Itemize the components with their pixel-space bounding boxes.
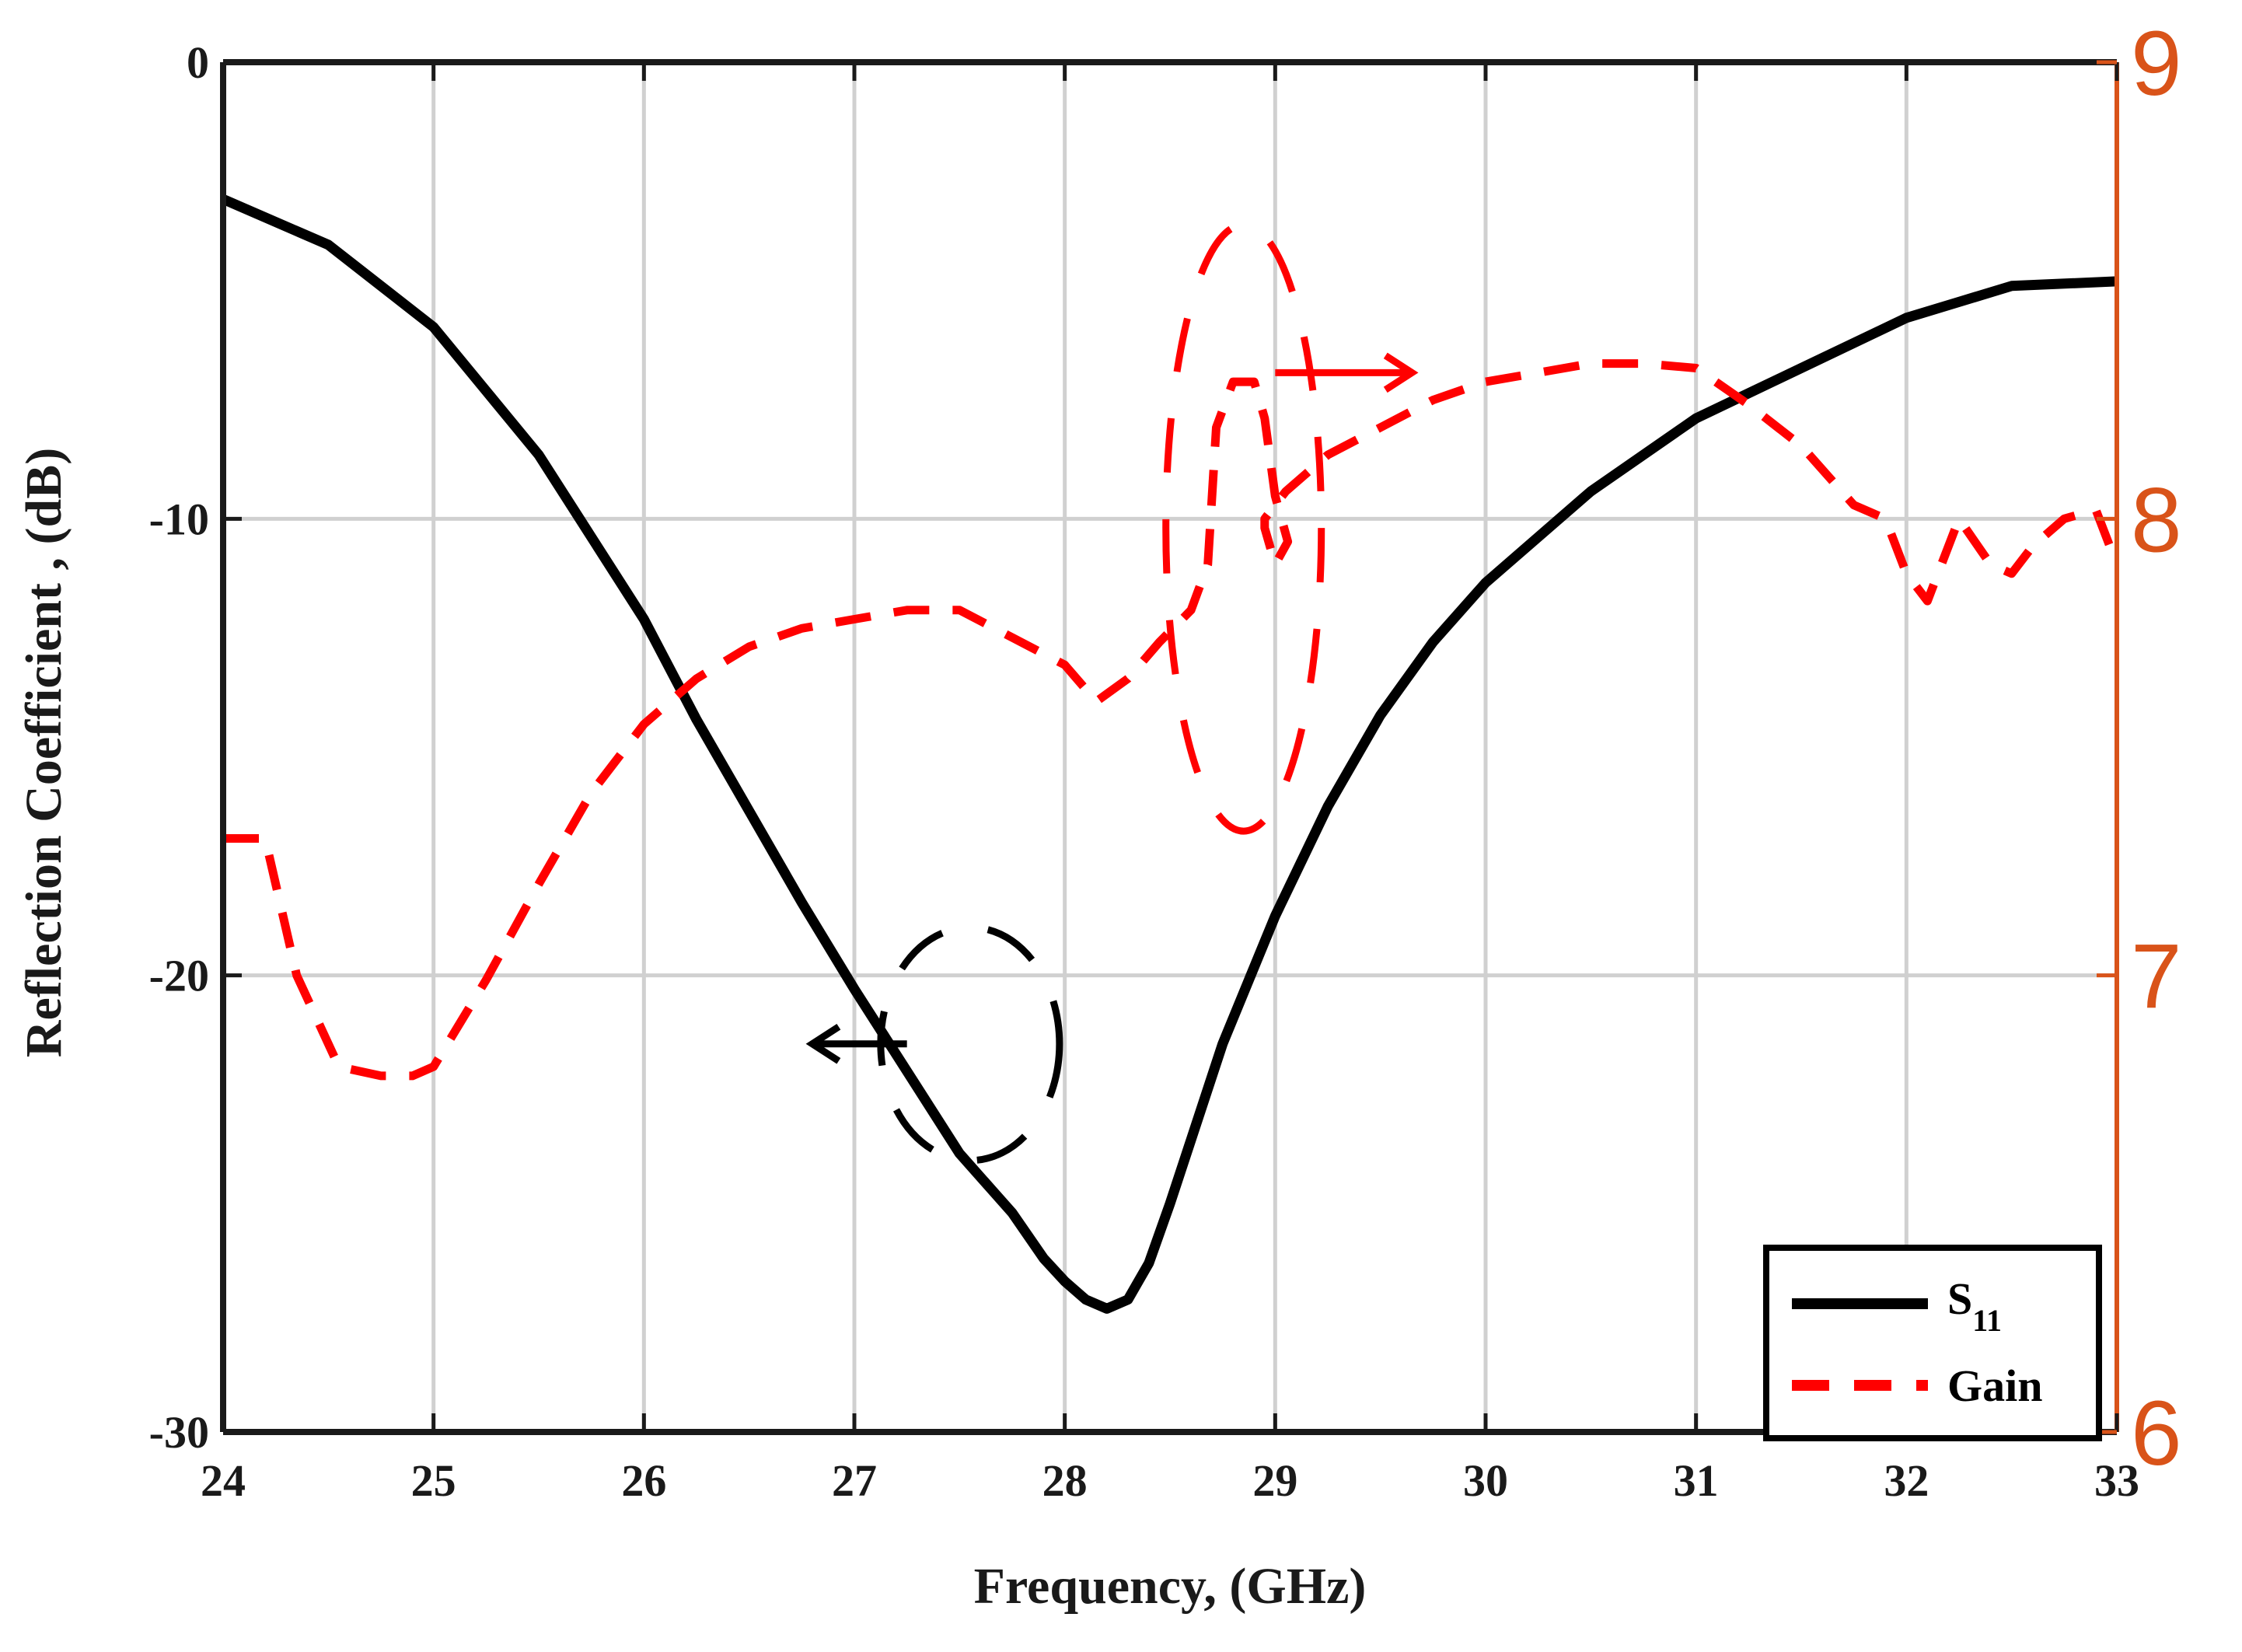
annotation-ellipse-s11 <box>877 924 1063 1165</box>
y-tick-label: 0 <box>187 37 209 88</box>
series-layer <box>221 194 2122 1314</box>
annotation-layer <box>805 221 1419 1165</box>
y-tick-label: -20 <box>149 951 209 1001</box>
x-tick-label: 30 <box>1463 1455 1508 1506</box>
x-axis-label: Frequency, (GHz) <box>974 1558 1367 1615</box>
x-tick-label: 26 <box>621 1455 666 1506</box>
legend-s11-main: S <box>1947 1273 1972 1324</box>
x-tick-label: 25 <box>411 1455 456 1506</box>
y2-tick-label: 7 <box>2131 926 2182 1029</box>
x-tick-label: 32 <box>1884 1455 1929 1506</box>
annotation-ellipse-gain <box>1162 221 1325 835</box>
x-tick-label: 24 <box>201 1455 246 1506</box>
legend-box <box>1763 1245 2102 1441</box>
y-tick-label: -30 <box>149 1407 209 1458</box>
arrow-left-head <box>805 1023 841 1064</box>
axes-layer <box>220 59 2119 1435</box>
arrow-right-head <box>1383 352 1419 393</box>
x-tick-label: 28 <box>1042 1455 1088 1506</box>
y2-tick-label: 6 <box>2131 1382 2182 1485</box>
legend-s11-subscript: 11 <box>1972 1303 2002 1338</box>
series-gain-line <box>223 359 2122 1081</box>
x-tick-label: 27 <box>832 1455 877 1506</box>
legend-s11-label: S11 <box>1947 1273 2002 1338</box>
x-tick-label: 29 <box>1252 1455 1297 1506</box>
y-axis-label: Reflection Coefficient , (dB) <box>16 448 72 1057</box>
grid-layer <box>223 62 2117 1432</box>
y-tick-label: -10 <box>149 494 209 544</box>
x-tick-label: 33 <box>2094 1455 2139 1506</box>
legend: S11 Gain <box>1763 1245 2102 1441</box>
y2-tick-label: 9 <box>2131 12 2182 115</box>
series-s11-line <box>221 194 2118 1314</box>
legend-gain-label: Gain <box>1947 1360 2043 1411</box>
tick-layer: 24 25 26 27 28 29 30 31 32 33 0 -10 -20 -30 9 8 7 6 <box>149 12 2182 1506</box>
x-tick-label: 31 <box>1674 1455 1719 1506</box>
y2-tick-label: 8 <box>2131 469 2182 571</box>
